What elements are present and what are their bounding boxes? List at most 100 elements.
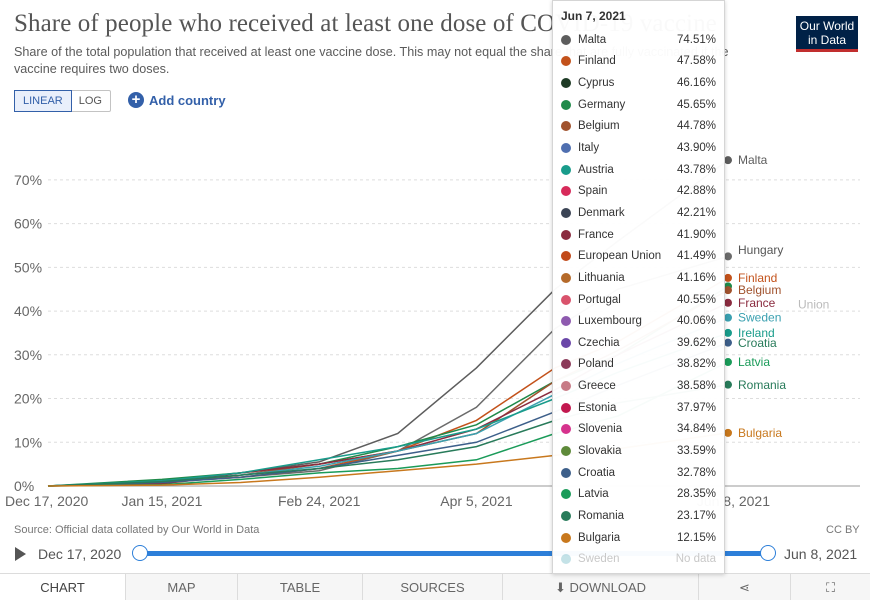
tooltip-row: Germany 45.65% xyxy=(561,94,716,116)
series-end-label[interactable]: Hungary xyxy=(738,243,783,257)
tooltip-value: 39.62% xyxy=(676,336,716,349)
tab-table[interactable]: TABLE xyxy=(238,574,363,600)
legend-dot xyxy=(561,424,571,435)
legend-dot xyxy=(561,78,571,89)
tooltip-value: 38.82% xyxy=(676,358,716,371)
tooltip-value: 46.16% xyxy=(676,77,716,90)
tooltip-row: Poland 38.82% xyxy=(561,354,716,376)
y-tick-label: 60% xyxy=(14,216,42,232)
tooltip-row: European Union 41.49% xyxy=(561,245,716,267)
series-end-point[interactable] xyxy=(724,298,732,307)
add-country-button[interactable]: + Add country xyxy=(128,92,226,108)
legend-dot xyxy=(561,316,571,327)
series-end-point[interactable] xyxy=(724,252,732,261)
tooltip-value: 34.84% xyxy=(676,423,716,436)
series-end-point[interactable] xyxy=(724,380,732,389)
series-end-point[interactable] xyxy=(724,313,732,322)
series-end-label[interactable]: Croatia xyxy=(738,336,777,350)
tab-chart[interactable]: CHART xyxy=(0,574,126,600)
legend-dot xyxy=(561,164,571,175)
tooltip-row: Greece 38.58% xyxy=(561,375,716,397)
tooltip-value: 44.78% xyxy=(676,120,716,133)
tooltip-value: 42.88% xyxy=(676,185,716,198)
x-tick-label: Apr 5, 2021 xyxy=(440,493,513,509)
license-link[interactable]: CC BY xyxy=(826,524,860,536)
tab-download[interactable]: ⬇ DOWNLOAD xyxy=(503,574,699,600)
logo-line-2: in Data xyxy=(807,33,847,47)
series-end-point[interactable] xyxy=(724,156,732,165)
legend-dot xyxy=(561,272,571,283)
series-end-label[interactable]: Sweden xyxy=(738,311,781,325)
legend-dot xyxy=(561,359,571,370)
legend-dot xyxy=(561,207,571,218)
legend-dot xyxy=(561,510,571,521)
series-end-point[interactable] xyxy=(724,286,732,295)
owid-logo[interactable]: Our World in Data xyxy=(796,16,858,52)
series-end-label[interactable]: Romania xyxy=(738,378,786,392)
tooltip-row: Czechia 39.62% xyxy=(561,332,716,354)
tooltip-value: 38.58% xyxy=(676,380,716,393)
tooltip-country: Austria xyxy=(578,163,614,176)
series-end-point[interactable] xyxy=(724,428,732,437)
tooltip-value: 40.06% xyxy=(676,315,716,328)
timeline-track[interactable] xyxy=(140,551,768,556)
series-end-label[interactable]: Belgium xyxy=(738,283,781,297)
linear-scale-button[interactable]: LINEAR xyxy=(14,90,72,112)
tooltip-value: 12.15% xyxy=(676,531,716,544)
legend-dot xyxy=(561,186,571,197)
tooltip-row: Lithuania 41.16% xyxy=(561,267,716,289)
series-end-point[interactable] xyxy=(724,273,732,282)
tooltip-country: Latvia xyxy=(578,488,609,501)
legend-dot xyxy=(561,467,571,478)
legend-dot xyxy=(561,402,571,413)
tab-map[interactable]: MAP xyxy=(126,574,238,600)
series-end-point[interactable] xyxy=(724,328,732,337)
fullscreen-icon: ⛶ xyxy=(825,580,836,595)
play-icon[interactable] xyxy=(15,547,26,561)
legend-dot xyxy=(561,56,571,67)
series-end-label[interactable]: Ireland xyxy=(738,326,775,340)
y-tick-label: 50% xyxy=(14,259,42,275)
series-end-label[interactable]: Union xyxy=(798,298,829,312)
tooltip-country: Slovakia xyxy=(578,444,622,457)
plus-icon: + xyxy=(128,92,144,108)
series-end-label[interactable]: Malta xyxy=(738,153,768,167)
tab-fullscreen[interactable]: ⛶ xyxy=(791,574,870,600)
series-end-point[interactable] xyxy=(724,358,732,367)
tooltip-row: Croatia 32.78% xyxy=(561,462,716,484)
timeline-end-handle[interactable] xyxy=(760,545,776,561)
download-icon: ⬇ xyxy=(554,580,570,595)
series-end-label[interactable]: Latvia xyxy=(738,355,770,369)
series-end-label[interactable]: France xyxy=(738,296,776,310)
tooltip-date: Jun 7, 2021 xyxy=(561,9,626,23)
tooltip-country: Portugal xyxy=(578,293,621,306)
tooltip-country: Slovenia xyxy=(578,423,623,436)
y-tick-label: 70% xyxy=(14,172,42,188)
timeline-start-handle[interactable] xyxy=(132,545,148,561)
x-tick-label: Feb 24, 2021 xyxy=(278,493,361,509)
source-note[interactable]: Source: Official data collated by Our Wo… xyxy=(14,524,260,536)
tooltip-row: Denmark 42.21% xyxy=(561,202,716,224)
chart-area[interactable]: 0% 10% 20% 30% 40% 50% 60% 70% Dec 17, 2020 Jan 1… xyxy=(0,120,870,520)
tab-sources[interactable]: SOURCES xyxy=(363,574,503,600)
log-scale-button[interactable]: LOG xyxy=(78,95,102,107)
legend-dot xyxy=(561,251,571,262)
tooltip-row: France 41.90% xyxy=(561,224,716,246)
tooltip-country: Croatia xyxy=(578,466,616,479)
series-end-point[interactable] xyxy=(724,338,732,347)
tooltip-value: 32.78% xyxy=(676,466,716,479)
series-end-label[interactable]: Finland xyxy=(738,271,777,285)
tooltip-value: 74.51% xyxy=(676,33,716,46)
tooltip-country: Poland xyxy=(578,358,614,371)
tooltip-country: Romania xyxy=(578,509,625,522)
legend-dot xyxy=(561,532,571,543)
series-end-label[interactable]: Bulgaria xyxy=(738,426,782,440)
tooltip-row: Luxembourg 40.06% xyxy=(561,310,716,332)
x-tick-label: Jan 15, 2021 xyxy=(122,493,203,509)
legend-dot xyxy=(561,445,571,456)
tooltip-row: Sweden No data xyxy=(561,548,716,570)
tooltip-row: Romania 23.17% xyxy=(561,505,716,527)
tab-share[interactable]: ⋖ xyxy=(699,574,791,600)
tooltip-country: Malta xyxy=(578,33,607,46)
legend-dot xyxy=(561,121,571,132)
